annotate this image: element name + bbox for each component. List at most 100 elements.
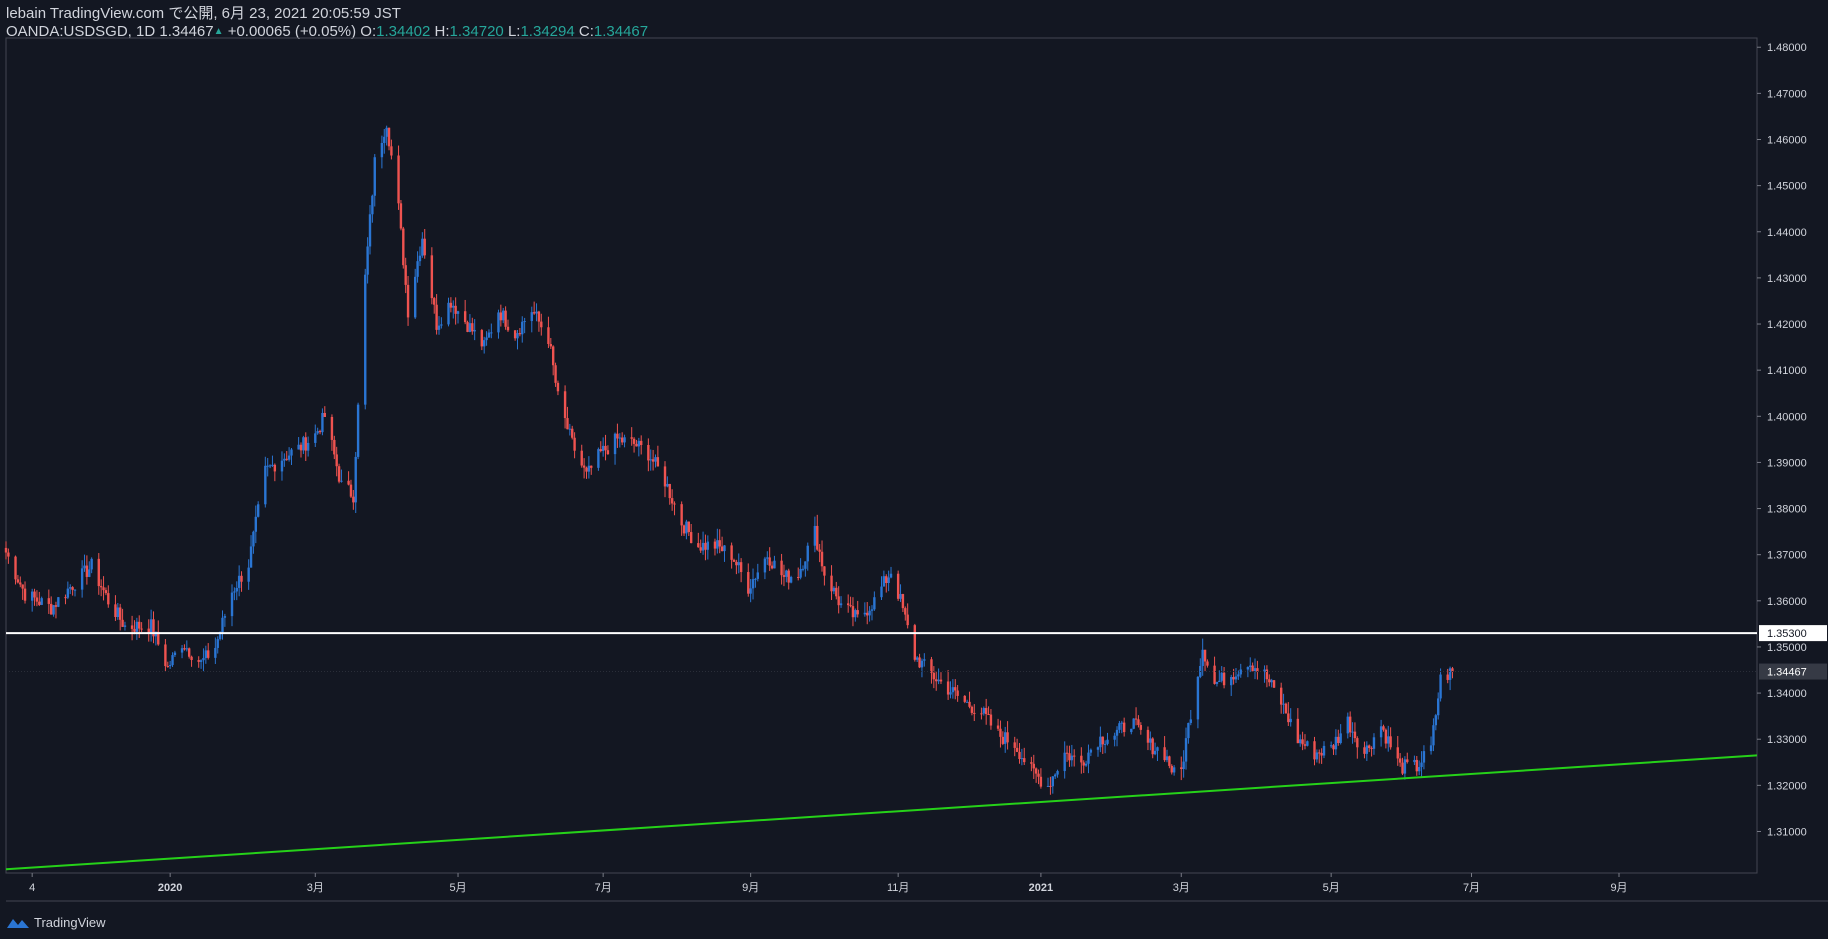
candle-body <box>523 321 526 323</box>
candle-body <box>673 503 676 505</box>
candle-body <box>316 431 319 434</box>
candle-body <box>882 576 886 587</box>
candle-body <box>846 603 850 606</box>
candle-body <box>468 323 472 332</box>
candle-body <box>1037 773 1040 777</box>
candle-body <box>333 439 336 455</box>
candle-body <box>1239 669 1242 675</box>
candle-body <box>984 708 988 715</box>
candle-body <box>651 459 655 462</box>
candle-body <box>452 305 455 308</box>
candle-body <box>1301 739 1304 745</box>
candle-body <box>354 456 357 503</box>
price-tick-label: 1.35000 <box>1767 642 1807 654</box>
candle-body <box>1368 745 1371 749</box>
candle-body <box>323 412 326 417</box>
candle-body <box>670 498 674 504</box>
candle-body <box>1215 682 1219 684</box>
candle-body <box>566 418 569 430</box>
candle-body <box>304 437 307 451</box>
candle-body <box>635 443 638 447</box>
candle-body <box>471 323 474 332</box>
price-tick-label: 1.39000 <box>1767 457 1807 469</box>
candle-body <box>147 628 150 633</box>
candle-body <box>80 568 84 590</box>
candle-body <box>547 327 550 344</box>
candle-body <box>83 565 86 569</box>
candle-body <box>347 480 350 485</box>
candle-body <box>1434 715 1438 726</box>
symbol-info: OANDA:USDSGD, 1D 1.34467▲ +0.00065 (+0.0… <box>6 23 648 43</box>
candle-body <box>618 437 622 439</box>
candle-body <box>1051 776 1054 787</box>
candle-body <box>449 302 453 308</box>
candle-body <box>680 504 683 526</box>
candle-body <box>1356 738 1359 748</box>
candle-body <box>1249 665 1252 668</box>
candle-body <box>868 610 871 616</box>
candle-body <box>1073 755 1076 757</box>
candle-body <box>930 659 933 673</box>
candle-body <box>385 127 388 137</box>
candle-body <box>1406 759 1409 763</box>
candle-body <box>50 603 53 615</box>
candle-body <box>1213 665 1216 684</box>
candle-body <box>1246 667 1250 670</box>
candle-body <box>637 440 641 447</box>
candle-body <box>1056 771 1059 775</box>
time-tick-label: 4 <box>29 882 35 894</box>
candle-body <box>1034 768 1038 774</box>
candle-body <box>1387 736 1390 744</box>
candle-body <box>1232 677 1235 680</box>
candle-body <box>340 480 343 482</box>
candle-body <box>585 467 588 472</box>
candle-body <box>1153 750 1157 755</box>
candle-body <box>849 605 852 607</box>
candle-body <box>1363 747 1366 754</box>
candle-body <box>171 655 174 666</box>
candle-body <box>299 444 303 451</box>
candle-body <box>364 274 367 405</box>
candle-body <box>349 484 353 497</box>
candle-body <box>1070 755 1074 761</box>
candle-body <box>202 658 205 661</box>
candle-body <box>1284 703 1288 714</box>
candle-body <box>371 195 374 215</box>
candle-body <box>114 604 117 618</box>
candle-body <box>1120 722 1123 724</box>
candle-body <box>968 701 971 707</box>
candle-body <box>863 612 867 615</box>
candle-body <box>1253 668 1257 672</box>
candle-body <box>214 647 217 658</box>
candle-body <box>654 457 657 462</box>
candle-body <box>1080 755 1083 763</box>
candle-body <box>723 545 726 552</box>
candle-body <box>1151 738 1154 755</box>
candle-body <box>116 607 120 618</box>
time-tick-label: 7月 <box>1463 882 1480 894</box>
candle-body <box>563 391 567 419</box>
candle-body <box>1382 726 1385 730</box>
candle-body <box>254 516 258 532</box>
candle-body <box>99 586 103 588</box>
candle-body <box>1422 751 1426 763</box>
candle-body <box>663 466 667 487</box>
candle-body <box>47 598 51 604</box>
candle-body <box>946 681 950 695</box>
symbol-label[interactable]: OANDA:USDSGD, 1D <box>6 23 156 40</box>
candle-body <box>14 556 17 580</box>
candle-body <box>199 660 203 662</box>
price-tick-label: 1.42000 <box>1767 319 1807 331</box>
candle-body <box>16 579 20 583</box>
candle-body <box>699 547 702 551</box>
candle-body <box>1149 738 1152 743</box>
candle-body <box>747 572 750 594</box>
candle-body <box>204 650 208 659</box>
candle-body <box>1415 759 1418 772</box>
candle-body <box>380 142 384 158</box>
footer-brand[interactable]: TradingView <box>6 915 106 930</box>
candle-body <box>1018 751 1021 759</box>
candle-body <box>157 631 160 645</box>
candle-body <box>735 561 738 566</box>
